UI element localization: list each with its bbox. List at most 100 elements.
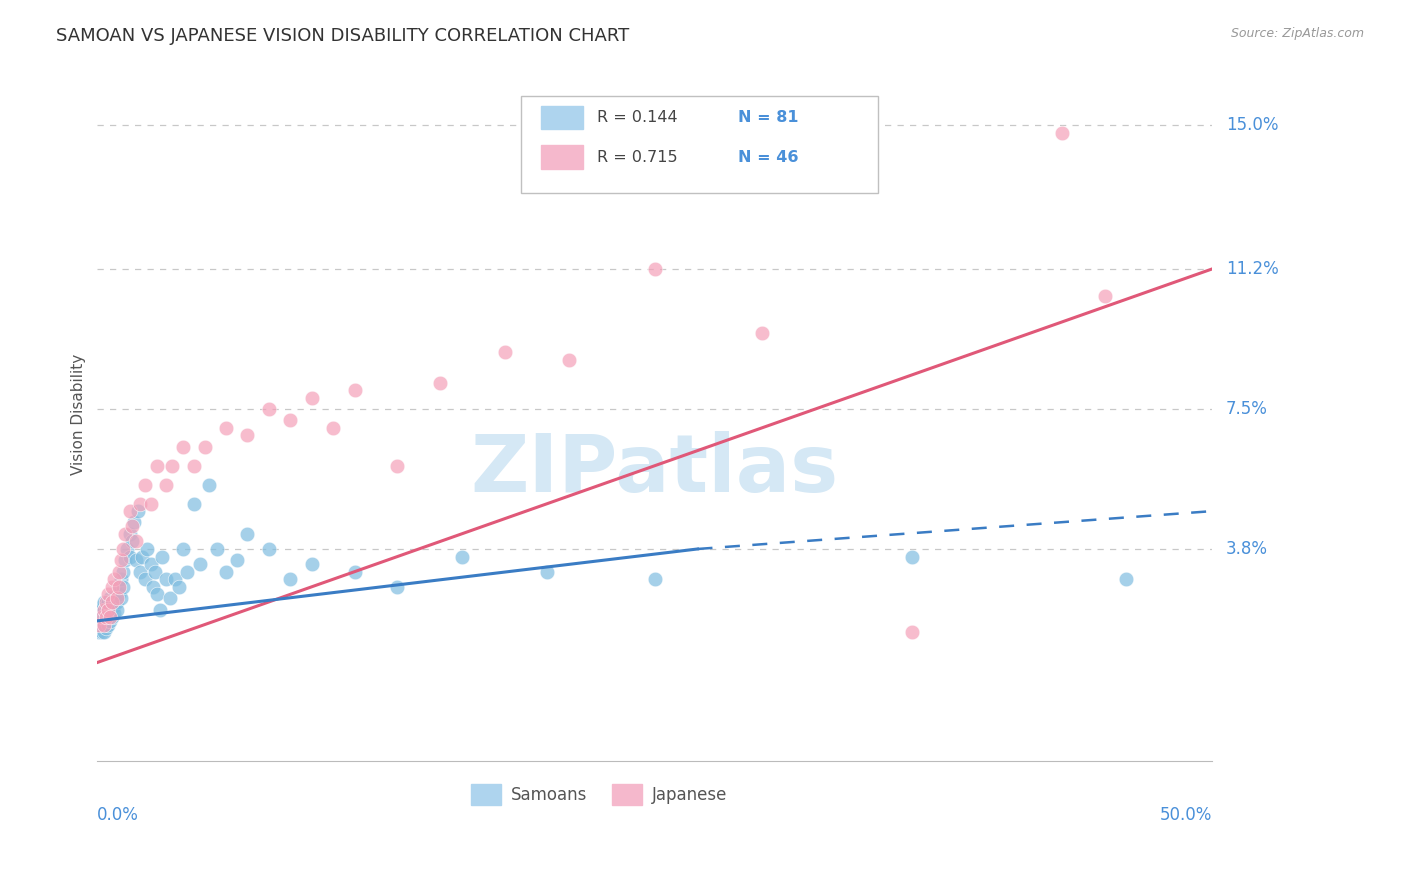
Point — [139, 497, 162, 511]
Point — [150, 549, 173, 564]
Text: 15.0%: 15.0% — [1226, 116, 1278, 135]
Point — [98, 599, 121, 613]
Point — [301, 391, 323, 405]
Point — [236, 526, 259, 541]
Point — [93, 617, 115, 632]
Point — [89, 617, 111, 632]
Point — [114, 526, 136, 541]
Y-axis label: Vision Disability: Vision Disability — [72, 354, 86, 475]
Point — [97, 602, 120, 616]
Point — [751, 326, 773, 341]
Point — [107, 587, 129, 601]
Point — [172, 440, 194, 454]
Point — [188, 557, 211, 571]
Point — [183, 497, 205, 511]
Point — [558, 352, 581, 367]
Point — [901, 549, 924, 564]
Point — [93, 602, 115, 616]
Point — [98, 591, 121, 606]
Point — [105, 595, 128, 609]
Point — [536, 565, 558, 579]
Point — [112, 541, 135, 556]
Point — [101, 595, 124, 609]
Legend: Samoans, Japanese: Samoans, Japanese — [464, 778, 734, 812]
Point — [118, 549, 141, 564]
Point — [90, 607, 112, 621]
Point — [107, 565, 129, 579]
Point — [107, 580, 129, 594]
Point — [118, 504, 141, 518]
Point — [98, 610, 121, 624]
Point — [644, 262, 666, 277]
Text: 50.0%: 50.0% — [1160, 805, 1212, 824]
Point — [94, 622, 117, 636]
Point — [257, 402, 280, 417]
Point — [122, 516, 145, 530]
Point — [155, 477, 177, 491]
Point — [193, 440, 215, 454]
Point — [97, 595, 120, 609]
Point — [644, 572, 666, 586]
Point — [97, 602, 120, 616]
Text: N = 46: N = 46 — [738, 150, 799, 165]
Point — [112, 565, 135, 579]
Point — [117, 541, 139, 556]
Point — [114, 553, 136, 567]
Point — [127, 504, 149, 518]
Point — [131, 549, 153, 564]
Point — [121, 534, 143, 549]
Point — [101, 595, 124, 609]
Point — [112, 580, 135, 594]
Point — [387, 458, 409, 473]
Point — [183, 458, 205, 473]
Text: 0.0%: 0.0% — [97, 805, 139, 824]
FancyBboxPatch shape — [520, 96, 877, 194]
Point — [101, 610, 124, 624]
Point — [129, 565, 152, 579]
Point — [89, 602, 111, 616]
Point — [1050, 126, 1073, 140]
Point — [159, 591, 181, 606]
Point — [110, 553, 132, 567]
Point — [1094, 288, 1116, 302]
Point — [118, 526, 141, 541]
Point — [162, 458, 184, 473]
Point — [450, 549, 472, 564]
Point — [101, 580, 124, 594]
Point — [89, 625, 111, 640]
Point — [322, 421, 344, 435]
Point — [1115, 572, 1137, 586]
Text: R = 0.715: R = 0.715 — [596, 150, 678, 165]
Point — [94, 614, 117, 628]
Point — [125, 553, 148, 567]
Point — [142, 580, 165, 594]
Point — [89, 617, 111, 632]
Point — [215, 565, 238, 579]
Point — [143, 565, 166, 579]
Point — [134, 477, 156, 491]
Point — [93, 595, 115, 609]
Point — [236, 428, 259, 442]
Point — [215, 421, 238, 435]
Point — [176, 565, 198, 579]
Point — [90, 625, 112, 640]
Point — [103, 607, 125, 621]
Point — [129, 497, 152, 511]
Point — [97, 610, 120, 624]
Point — [494, 345, 516, 359]
Point — [110, 572, 132, 586]
Point — [134, 572, 156, 586]
Point — [387, 580, 409, 594]
Point — [98, 614, 121, 628]
FancyBboxPatch shape — [541, 145, 583, 169]
Point — [89, 610, 111, 624]
Point — [135, 541, 157, 556]
Text: 3.8%: 3.8% — [1226, 540, 1268, 558]
Point — [90, 599, 112, 613]
Point — [103, 599, 125, 613]
FancyBboxPatch shape — [541, 106, 583, 129]
Point — [90, 614, 112, 628]
Point — [301, 557, 323, 571]
Text: R = 0.144: R = 0.144 — [596, 111, 678, 125]
Point — [146, 458, 169, 473]
